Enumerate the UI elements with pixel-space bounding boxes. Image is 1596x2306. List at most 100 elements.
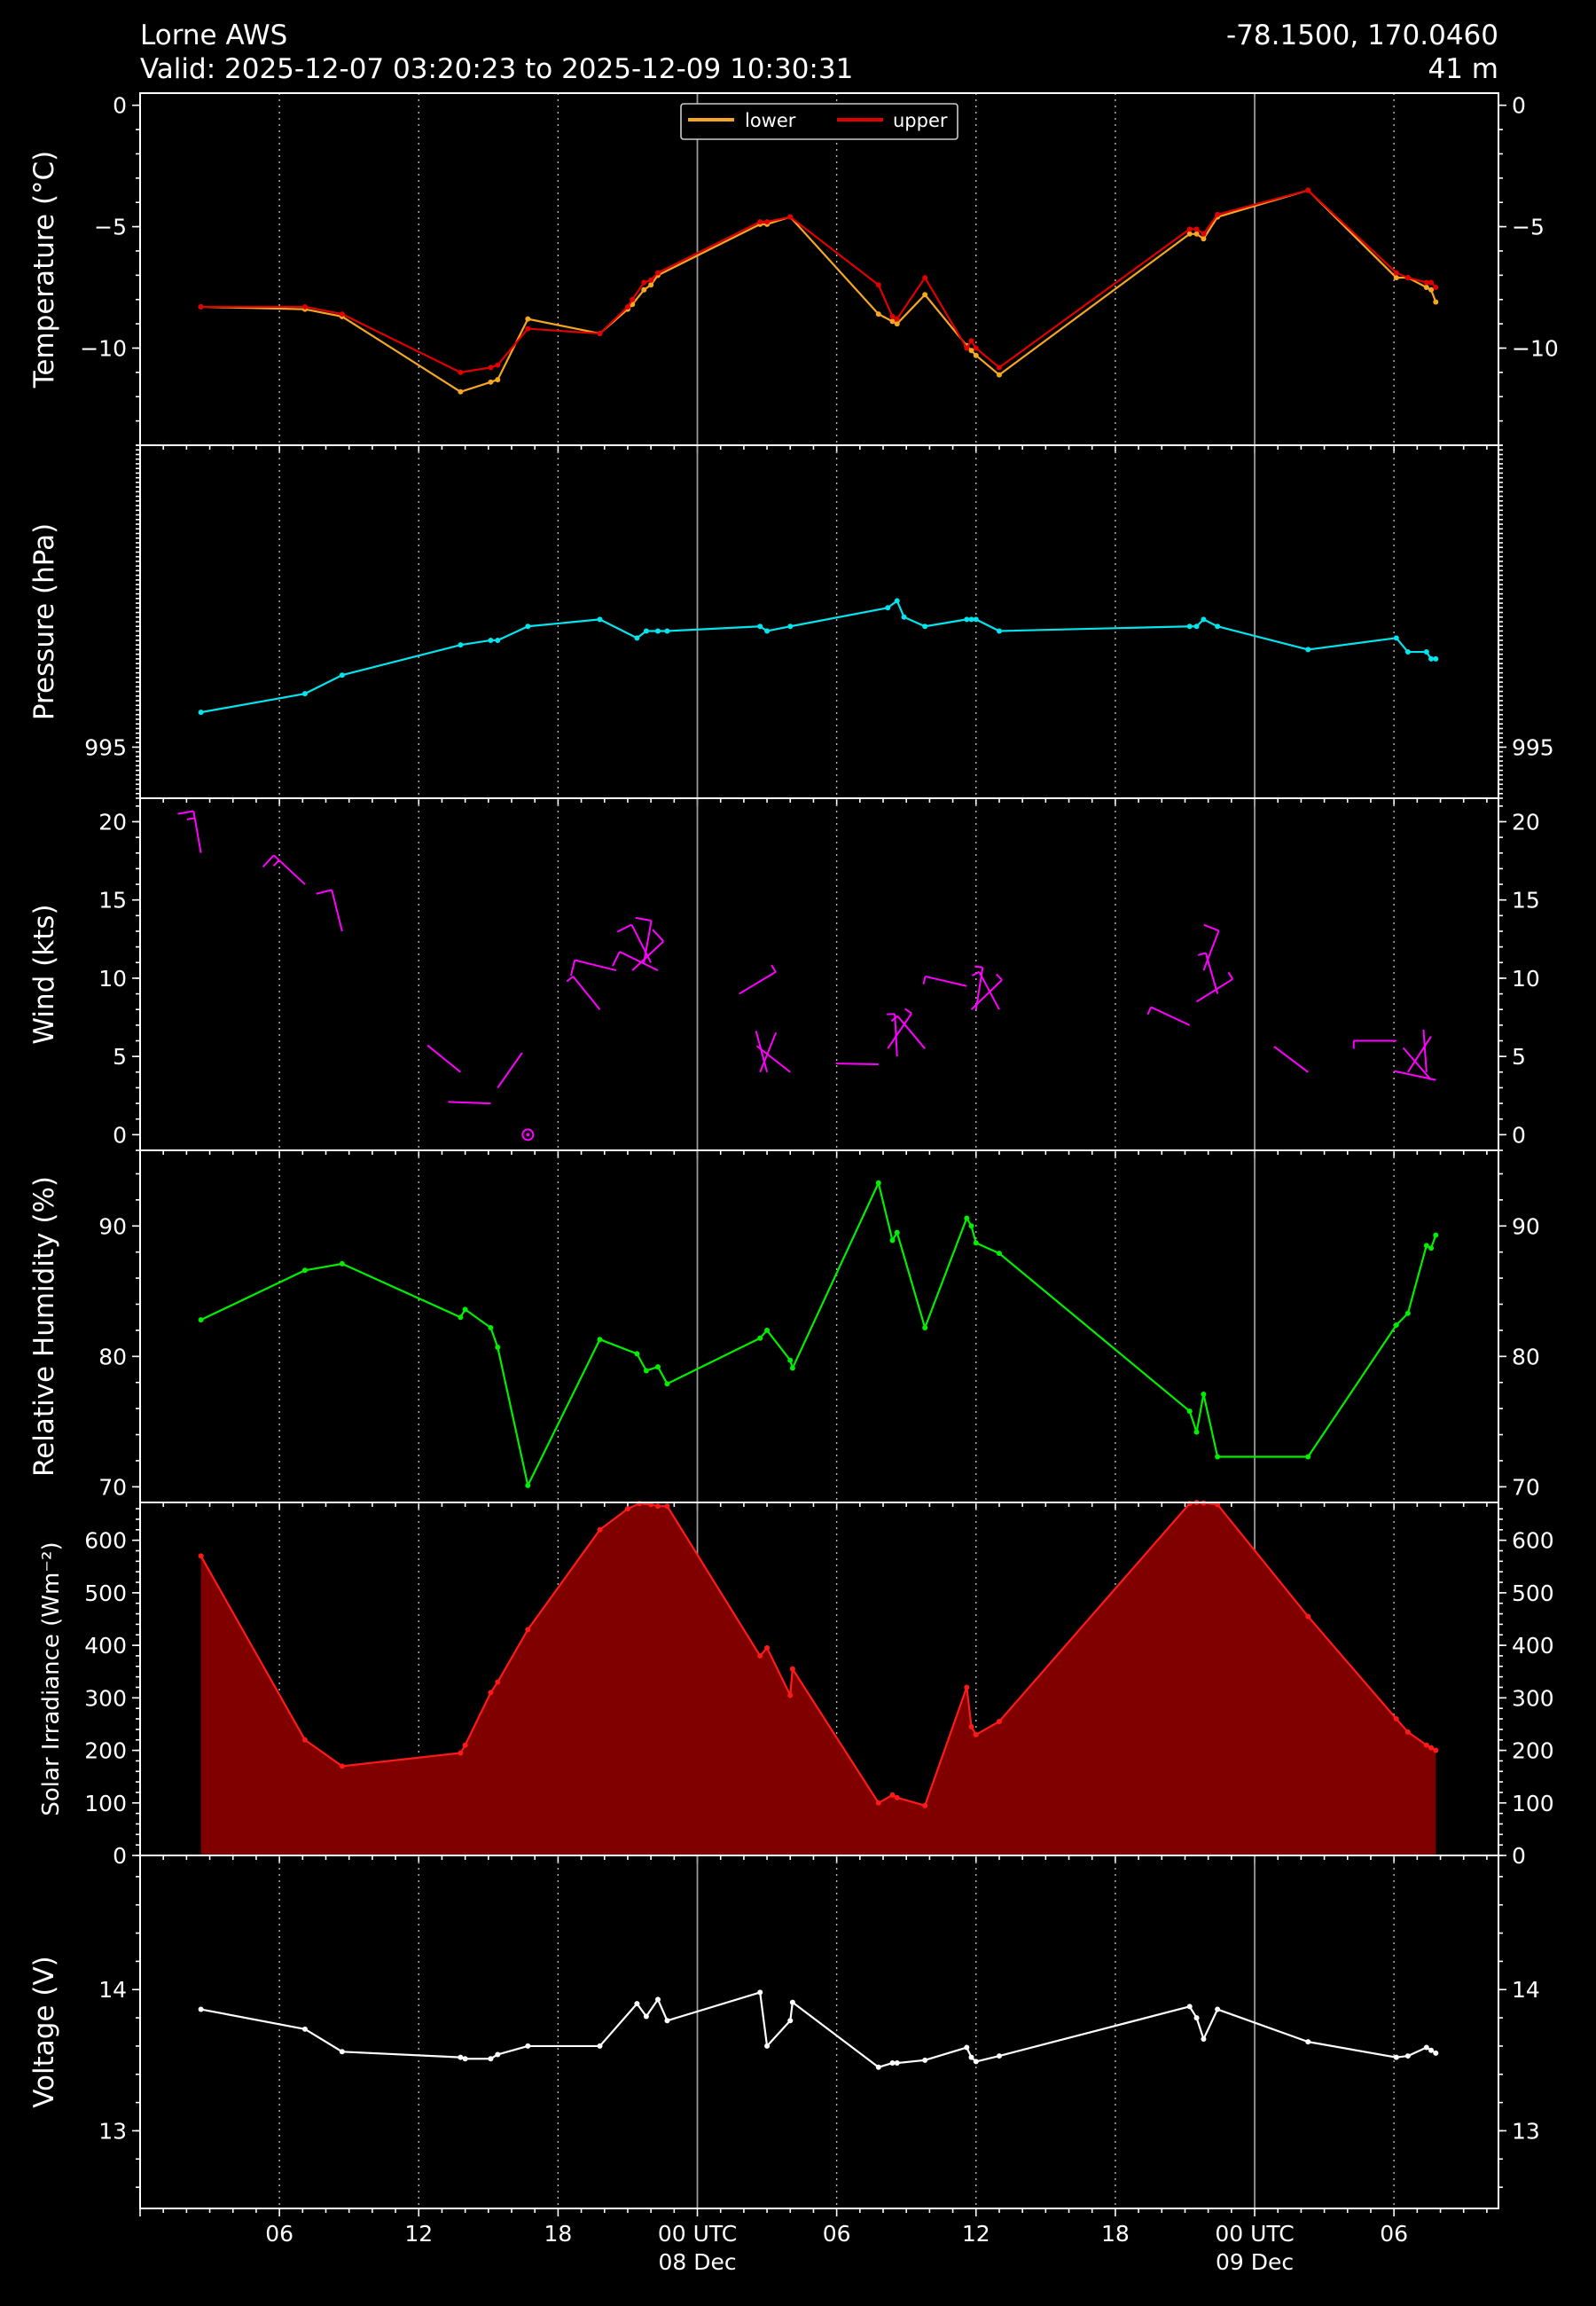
- wind-half-feather: [972, 970, 980, 977]
- temp-lower-line-point: [458, 388, 464, 395]
- y-axis-label: Temperature (°C): [28, 151, 60, 389]
- humidity-line-point: [875, 1180, 881, 1186]
- humidity-line-point: [757, 1335, 763, 1341]
- humidity-line-point: [894, 1229, 900, 1235]
- voltage-line-point: [757, 1989, 763, 1996]
- ytick-label: 0: [113, 93, 127, 119]
- wind-barb: [925, 975, 967, 987]
- xtick-label: 06: [823, 2221, 851, 2247]
- pressure-line-point: [525, 624, 531, 630]
- pressure-line-point: [198, 710, 204, 716]
- wind-half-feather: [974, 965, 983, 969]
- wind-calm: [521, 1128, 535, 1141]
- humidity-line-point: [787, 1357, 794, 1363]
- wind-half-feather: [1197, 952, 1207, 956]
- temp-upper-line-point: [1305, 187, 1311, 193]
- temp-upper-line-point: [648, 277, 654, 283]
- xtick-label-line: 06: [265, 2221, 293, 2247]
- solar-point: [964, 1684, 970, 1690]
- wind-barb: [1204, 953, 1219, 994]
- ytick-label-right: 70: [1512, 1474, 1540, 1500]
- ytick-label: 14: [98, 1977, 127, 2003]
- ytick-label: 5: [113, 1044, 127, 1070]
- temp-upper-line-point: [1201, 231, 1207, 237]
- ytick-label-right: 995: [1512, 734, 1554, 760]
- voltage-line-point: [488, 2056, 494, 2062]
- voltage-line-point: [597, 2043, 603, 2049]
- temp-lower-line-point: [648, 282, 654, 288]
- y-axis-label: Voltage (V): [28, 1956, 60, 2108]
- wind-feather: [652, 929, 665, 943]
- temp-upper-line-point: [889, 313, 896, 319]
- pressure-line-point: [885, 605, 891, 611]
- wind-barb: [739, 970, 777, 995]
- wind-feather: [262, 854, 275, 868]
- temp-lower-line-point: [875, 311, 881, 318]
- temp-upper-line: [200, 189, 1437, 373]
- humidity-line-point: [462, 1306, 468, 1313]
- wind-barb: [1202, 929, 1220, 971]
- wind-feather: [177, 810, 194, 815]
- wind-barb: [887, 1012, 912, 1049]
- wind-half-feather: [186, 817, 195, 820]
- voltage-line-point: [654, 1996, 661, 2003]
- wind-half-feather: [566, 976, 574, 983]
- solar-point: [968, 1723, 974, 1730]
- humidity-line-point: [301, 1267, 308, 1274]
- voltage-line-point: [495, 2051, 501, 2058]
- xtick-label-line: 06: [1380, 2221, 1408, 2247]
- xtick-label: 12: [962, 2221, 990, 2247]
- ytick-label-right: 15: [1512, 888, 1540, 914]
- temp-upper-line-point: [654, 270, 661, 276]
- voltage-line-point: [789, 1999, 795, 2005]
- panels: 0 0 −5 −5 −10 −10 Temperature (°C) lower upper 99…: [28, 92, 1559, 2275]
- solar-point: [495, 1679, 501, 1685]
- humidity-line-point: [634, 1351, 640, 1357]
- ytick-label-right: 90: [1512, 1213, 1540, 1239]
- temp-upper-line-point: [996, 365, 1002, 371]
- wind-barb: [755, 1031, 769, 1073]
- humidity-line-point: [1404, 1310, 1411, 1316]
- humidity-line-point: [789, 1365, 795, 1371]
- legend-box: [680, 103, 958, 140]
- voltage-line-point: [1201, 2035, 1207, 2042]
- temp-upper-line-point: [1393, 270, 1399, 276]
- temp-upper-line-point: [339, 311, 345, 318]
- ytick-label: 70: [98, 1474, 127, 1500]
- voltage-line-point: [875, 2064, 881, 2070]
- y-axis-label: Wind (kts): [28, 904, 60, 1044]
- ytick-label-right: 600: [1512, 1528, 1554, 1554]
- temp-lower-line-point: [641, 286, 647, 293]
- humidity-line-point: [1393, 1322, 1399, 1329]
- wind-barb: [192, 811, 202, 853]
- humidity-line-point: [922, 1324, 928, 1330]
- humidity-line-point: [973, 1240, 979, 1246]
- pressure-line-point: [664, 628, 670, 634]
- ytick-label: 15: [98, 888, 127, 914]
- pressure-line-point: [634, 635, 640, 641]
- humidity-line-point: [1193, 1429, 1200, 1435]
- pressure-line-point: [488, 637, 494, 643]
- humidity-line-point: [889, 1237, 896, 1243]
- valid-range: Valid: 2025-12-07 03:20:23 to 2025-12-09…: [140, 53, 853, 85]
- voltage-line-point: [634, 2001, 640, 2007]
- temp-upper-line-point: [764, 219, 771, 225]
- humidity-line-point: [1433, 1232, 1439, 1238]
- ytick-label: 10: [98, 966, 127, 992]
- xtick-label: 00 UTC 09 Dec: [1215, 2221, 1294, 2275]
- voltage-line-point: [1433, 2050, 1439, 2056]
- temp-upper-line-point: [495, 362, 501, 368]
- humidity-line-point: [643, 1368, 649, 1374]
- wind-barb: [896, 1015, 926, 1049]
- voltage-line-point: [894, 2060, 900, 2067]
- pressure-line-point: [597, 616, 603, 623]
- solar-point: [894, 1794, 900, 1800]
- solar-point: [789, 1666, 795, 1672]
- humidity-line-point: [996, 1251, 1002, 1257]
- xtick-label-line: 09 Dec: [1216, 2249, 1294, 2275]
- pressure-line-point: [757, 624, 763, 630]
- voltage-line-point: [968, 2054, 974, 2060]
- pressure-line-point: [1428, 655, 1435, 662]
- panel-4: 70 70 80 80 90 90 Relative Humidity (%): [28, 1149, 1540, 1510]
- station-elevation: 41 m: [1428, 53, 1499, 85]
